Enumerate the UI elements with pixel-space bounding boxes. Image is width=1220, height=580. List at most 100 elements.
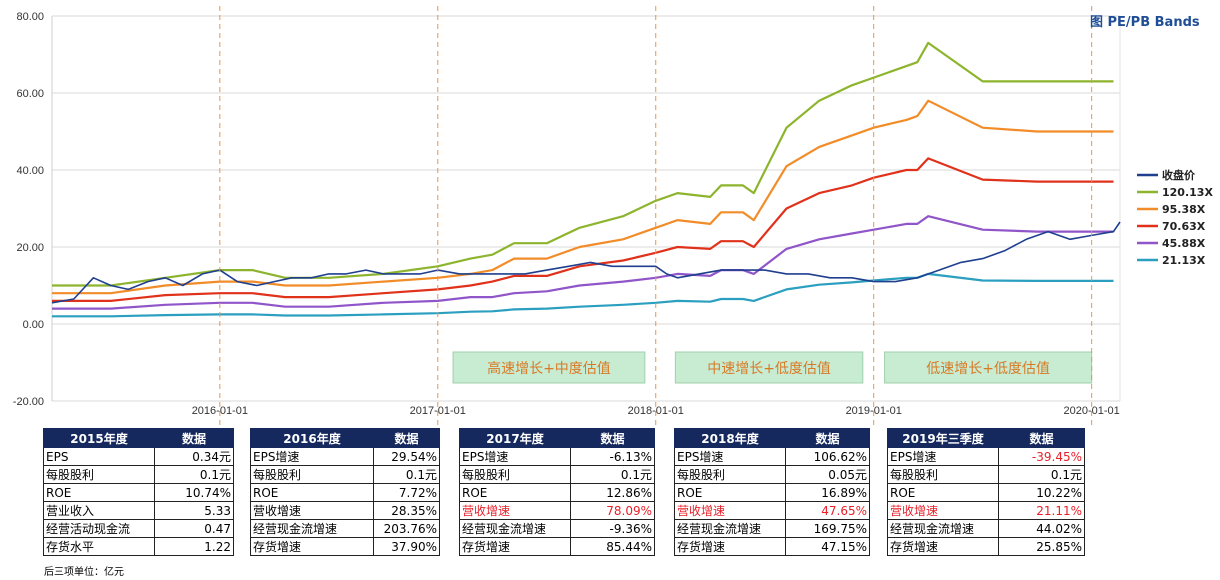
table-header-data: 数据	[373, 428, 440, 448]
table-row: EPS 0.34元	[43, 447, 234, 466]
row-label: ROE	[887, 483, 999, 502]
table-header-row: 2016年度 数据	[250, 428, 440, 448]
table-header-data: 数据	[785, 428, 870, 448]
y-axis-ticks: 80.00 60.00 40.00 20.00 0.00 -20.00	[13, 11, 44, 408]
table-header-data: 数据	[998, 428, 1085, 448]
row-label: 每股股利	[250, 465, 374, 484]
legend-label: 95.38X	[1162, 203, 1206, 216]
row-label: 每股股利	[459, 465, 571, 484]
row-value: 47.65%	[785, 501, 870, 520]
table-header-row: 2019年三季度 数据	[887, 428, 1085, 448]
table-row: 每股股利 0.1元	[43, 465, 234, 484]
row-label: ROE	[674, 483, 786, 502]
table-row: 存货水平 1.22	[43, 537, 234, 556]
table-header-row: 2015年度 数据	[43, 428, 234, 448]
legend-item: 45.88X	[1137, 237, 1206, 250]
table-row: EPS增速 29.54%	[250, 447, 440, 466]
row-label: 存货增速	[459, 537, 571, 556]
row-label: EPS增速	[674, 447, 786, 466]
row-label: 经营现金流增速	[674, 519, 786, 538]
row-value: 29.54%	[373, 447, 440, 466]
row-label: 存货增速	[250, 537, 374, 556]
row-value: 10.22%	[998, 483, 1085, 502]
table-header-year: 2015年度	[43, 428, 155, 448]
row-label: ROE	[250, 483, 374, 502]
series-line	[52, 41, 1114, 287]
row-value: 44.02%	[998, 519, 1085, 538]
table-2018: 2018年度 数据 EPS增速 106.62% 每股股利 0.05元 ROE 16.8…	[674, 428, 870, 556]
table-row: EPS增速 106.62%	[674, 447, 870, 466]
table-row: 营收增速 21.11%	[887, 501, 1085, 520]
row-label: 经营活动现金流	[43, 519, 155, 538]
table-header-data: 数据	[570, 428, 655, 448]
row-label: 经营现金流增速	[887, 519, 999, 538]
row-value: 85.44%	[570, 537, 655, 556]
row-value: 106.62%	[785, 447, 870, 466]
phase-label: 高速增长+中度估值	[487, 360, 611, 377]
table-2019q3: 2019年三季度 数据 EPS增速 -39.45% 每股股利 0.1元 ROE 10.…	[887, 428, 1085, 556]
row-value: -6.13%	[570, 447, 655, 466]
table-header-year: 2016年度	[250, 428, 374, 448]
row-label: 营收增速	[887, 501, 999, 520]
row-value: -9.36%	[570, 519, 655, 538]
table-row: 每股股利 0.05元	[674, 465, 870, 484]
table-row: 营业收入 5.33	[43, 501, 234, 520]
table-row: 经营现金流增速 169.75%	[674, 519, 870, 538]
y-tick-label: 20.00	[16, 242, 44, 254]
row-label: ROE	[43, 483, 155, 502]
series-line	[52, 99, 1114, 295]
table-row: 每股股利 0.1元	[459, 465, 655, 484]
series-line	[52, 157, 1114, 302]
row-label: 营业收入	[43, 501, 155, 520]
table-2015: 2015年度 数据 EPS 0.34元 每股股利 0.1元 ROE 10.74% 营业…	[43, 428, 234, 556]
table-row: 存货增速 47.15%	[674, 537, 870, 556]
table-row: 经营活动现金流 0.47	[43, 519, 234, 538]
row-label: 经营现金流增速	[459, 519, 571, 538]
table-row: 经营现金流增速 203.76%	[250, 519, 440, 538]
table-row: 经营现金流增速 44.02%	[887, 519, 1085, 538]
phase-label-boxes: 高速增长+中度估值 中速增长+低度估值 低速增长+低度估值	[452, 351, 1093, 384]
row-value: 0.47	[154, 519, 234, 538]
table-header-year: 2018年度	[674, 428, 786, 448]
legend-label: 70.63X	[1162, 220, 1206, 233]
row-value: 0.05元	[785, 465, 870, 484]
series-line	[52, 272, 1114, 318]
table-row: ROE 10.22%	[887, 483, 1085, 502]
table-row: EPS增速 -6.13%	[459, 447, 655, 466]
phase-box-bg	[674, 351, 864, 384]
row-value: 47.15%	[785, 537, 870, 556]
table-row: EPS增速 -39.45%	[887, 447, 1085, 466]
row-value: 21.11%	[998, 501, 1085, 520]
row-label: 营收增速	[250, 501, 374, 520]
phase-label: 中速增长+低度估值	[707, 361, 831, 377]
grid-lines	[51, 15, 1121, 402]
y-tick-label: -20.00	[13, 396, 44, 408]
table-row: ROE 7.72%	[250, 483, 440, 502]
table-2016: 2016年度 数据 EPS增速 29.54% 每股股利 0.1元 ROE 7.72% …	[250, 428, 440, 556]
phase-label-box: 低速增长+低度估值	[884, 351, 1093, 384]
row-value: 7.72%	[373, 483, 440, 502]
row-value: 169.75%	[785, 519, 870, 538]
row-value: -39.45%	[998, 447, 1085, 466]
phase-label-box: 中速增长+低度估值	[674, 351, 864, 384]
table-row: 存货增速 37.90%	[250, 537, 440, 556]
table-row: 存货增速 85.44%	[459, 537, 655, 556]
row-value: 37.90%	[373, 537, 440, 556]
series-line	[51, 221, 1121, 304]
table-row: ROE 10.74%	[43, 483, 234, 502]
row-label: 每股股利	[43, 465, 155, 484]
legend-label: 21.13X	[1162, 254, 1206, 267]
chart-title: 图 PE/PB Bands	[1090, 15, 1200, 30]
series-line	[52, 215, 1114, 310]
table-row: 每股股利 0.1元	[887, 465, 1085, 484]
legend-item: 120.13X	[1137, 186, 1213, 199]
row-label: 营收增速	[674, 501, 786, 520]
phase-dividers	[219, 6, 1093, 428]
row-value: 0.1元	[570, 465, 655, 484]
footnote: 后三项单位：亿元	[44, 567, 124, 578]
table-header-year: 2019年三季度	[887, 428, 999, 448]
legend-label: 收盘价	[1162, 168, 1196, 182]
row-label: 存货增速	[887, 537, 999, 556]
row-label: 营收增速	[459, 501, 571, 520]
